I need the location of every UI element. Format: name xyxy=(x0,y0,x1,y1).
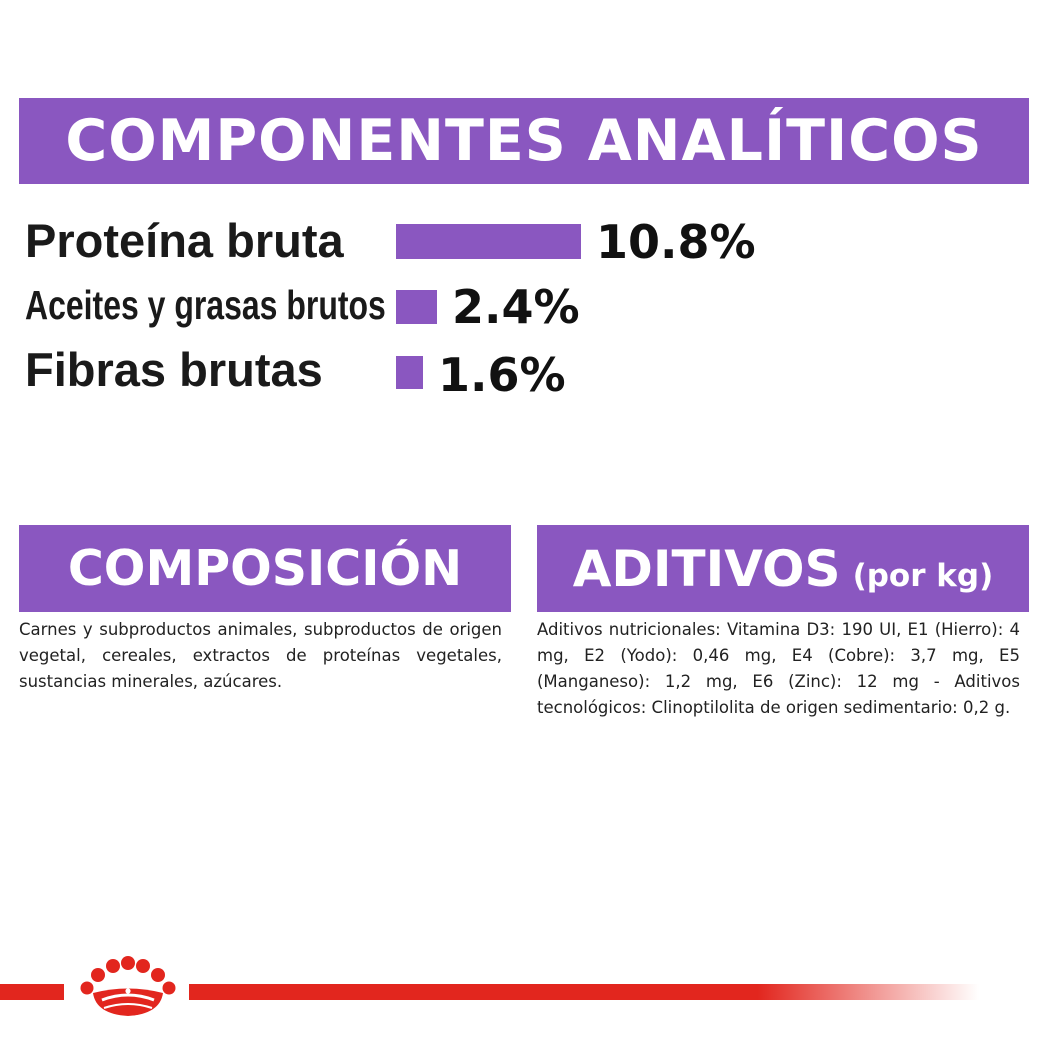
additives-unit: (por kg) xyxy=(852,557,994,594)
additives-banner: ADITIVOS (por kg) xyxy=(537,525,1029,612)
nutrient-label-fat: Aceites y grasas brutos xyxy=(25,282,386,328)
nutrient-label-fiber: Fibras brutas xyxy=(25,343,323,396)
nutrient-bar-fiber xyxy=(396,356,423,389)
nutrient-bar-protein xyxy=(396,224,581,259)
brand-line-left xyxy=(0,984,64,1000)
nutrient-bar-fat xyxy=(396,290,437,324)
composition-text: Carnes y subproductos animales, subprodu… xyxy=(19,620,502,691)
composition-banner: COMPOSICIÓN xyxy=(19,525,511,612)
nutrient-value-fat: 2.4% xyxy=(452,280,580,334)
additives-text: Aditivos nutricionales: Vitamina D3: 190… xyxy=(537,620,1020,717)
crown-logo-icon xyxy=(80,956,176,1016)
additives-title: ADITIVOS xyxy=(572,539,841,598)
brand-line-right xyxy=(189,984,979,1000)
analytic-components-banner: COMPONENTES ANALÍTICOS xyxy=(19,98,1029,184)
analytic-components-title: COMPONENTES ANALÍTICOS xyxy=(65,108,983,174)
nutrient-value-fiber: 1.6% xyxy=(438,348,566,402)
nutrient-value-protein: 10.8% xyxy=(596,215,756,269)
nutrient-label-protein: Proteína bruta xyxy=(25,214,344,267)
composition-title: COMPOSICIÓN xyxy=(67,540,463,597)
